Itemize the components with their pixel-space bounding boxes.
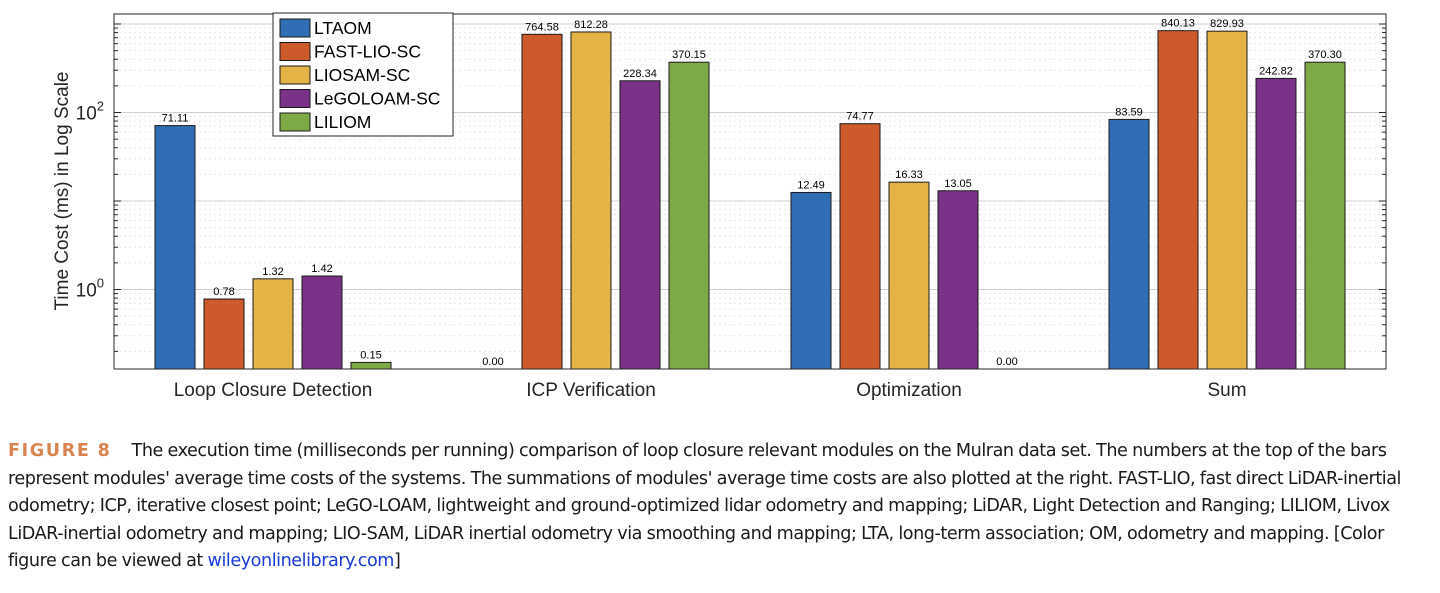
bar-liosam-sc-3 (1206, 30, 1248, 370)
bar-liliom-0 (350, 361, 392, 370)
bar-chart: 71.11 0.78 1.32 1.42 0.15 0.00 764.58 812.28 228… (52, 12, 1387, 401)
bar-value-label: 228.34 (623, 68, 657, 80)
plot-frame (113, 13, 1387, 370)
legend-swatch (279, 42, 311, 61)
bar-value-label: 829.93 (1210, 18, 1244, 30)
bar-value-label: 1.42 (311, 263, 332, 275)
bar-value-label: 74.77 (846, 111, 874, 123)
bar-fast-lio-sc-0 (203, 298, 245, 370)
bar-value-label: 0.78 (213, 286, 234, 298)
bar-liliom-3 (1304, 61, 1346, 370)
x-tick-label: ICP Verification (526, 380, 656, 401)
bar-value-label: 370.15 (672, 49, 706, 61)
figure-label: FIGURE 8 (8, 441, 112, 461)
legend-label: LIOSAM-SC (314, 65, 410, 85)
bar-value-label: 242.82 (1259, 65, 1293, 77)
legend-swatch (279, 65, 311, 85)
bar-value-label: 370.30 (1308, 49, 1342, 61)
wiley-link[interactable]: wileyonlinelibrary.com (207, 551, 395, 571)
bar-value-label: 12.49 (797, 179, 825, 191)
bar-value-label: 0.15 (360, 349, 381, 361)
y-tick-label: 102 (76, 99, 104, 125)
caption-text: The execution time (milliseconds per run… (8, 441, 1401, 571)
bar-legoloam-sc-3 (1255, 77, 1297, 370)
bar-fast-lio-sc-1 (521, 33, 563, 370)
x-tick-label: Optimization (856, 380, 962, 401)
bar-value-label: 764.58 (525, 21, 559, 33)
bar-value-labels: 71.11 0.78 1.32 1.42 0.15 0.00 764.58 812.28 228… (162, 18, 1342, 368)
bar-value-label: 71.11 (162, 113, 189, 125)
bar-legoloam-sc-0 (301, 275, 343, 370)
legend-label: LTAOM (314, 18, 372, 38)
bar-value-label: 840.13 (1161, 18, 1195, 30)
bar-fast-lio-sc-2 (839, 123, 881, 370)
bar-value-label: 13.05 (944, 178, 972, 190)
y-axis-label: Time Cost (ms) in Log Scale (52, 72, 73, 311)
legend-swatch (279, 89, 311, 108)
bar-liosam-sc-1 (570, 31, 612, 370)
x-axis-tick-labels: Loop Closure Detection ICP Verification Op… (174, 380, 1247, 401)
bar-value-label: 1.32 (262, 266, 283, 278)
bar-value-label: 0.00 (482, 356, 503, 368)
bar-value-label: 812.28 (574, 19, 608, 31)
caption-end: ] (393, 551, 401, 571)
bar-fast-lio-sc-3 (1157, 30, 1199, 370)
legend-label: LeGOLOAM-SC (314, 89, 440, 109)
bar-liosam-sc-0 (252, 278, 294, 370)
x-tick-label: Sum (1207, 380, 1246, 401)
legend-label: LILIOM (314, 112, 371, 132)
legend-label: FAST-LIO-SC (314, 42, 421, 62)
bar-ltaom-3 (1108, 118, 1150, 370)
bar-legoloam-sc-1 (619, 80, 661, 370)
bar-legoloam-sc-2 (937, 190, 979, 370)
legend-swatch (279, 18, 311, 38)
legend: LTAOM FAST-LIO-SC LIOSAM-SC LeGOLOAM-SC LILI… (272, 12, 454, 137)
bar-liosam-sc-2 (888, 181, 930, 370)
bars (154, 30, 1346, 370)
bar-value-label: 0.00 (996, 356, 1017, 368)
y-tick-label: 100 (76, 276, 104, 302)
bar-liliom-1 (668, 61, 710, 370)
figure-caption: FIGURE 8 The execution time (milliseconds… (8, 438, 1432, 576)
x-tick-label: Loop Closure Detection (174, 380, 373, 401)
legend-swatch (279, 112, 311, 132)
bar-value-label: 83.59 (1115, 106, 1143, 118)
bar-ltaom-0 (154, 125, 196, 370)
bar-value-label: 16.33 (895, 169, 923, 181)
y-axis-ticks: 100 102 (76, 23, 1386, 352)
bar-ltaom-2 (790, 191, 832, 370)
